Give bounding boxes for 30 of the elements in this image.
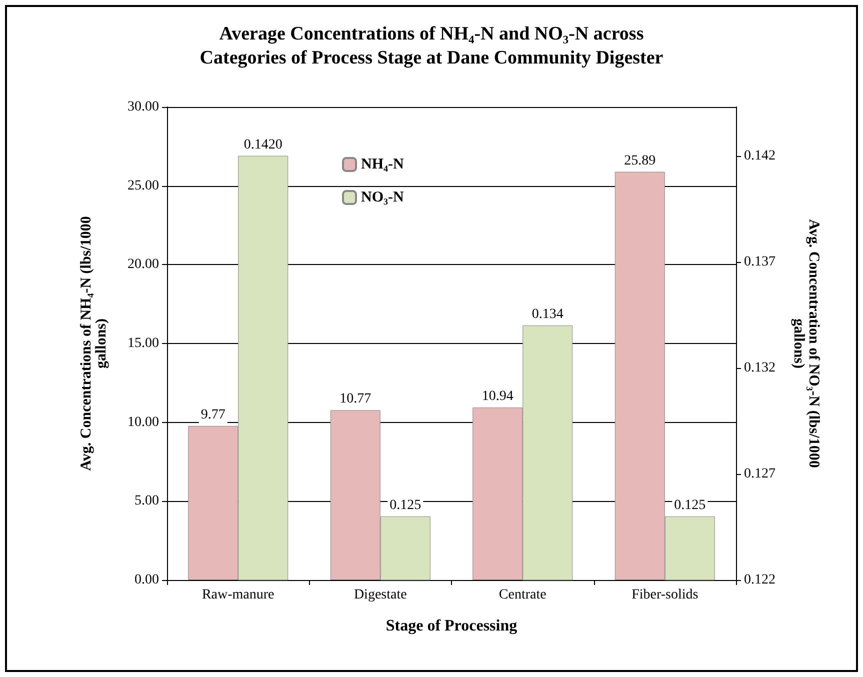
data-label: 9.77	[200, 407, 226, 422]
x-tick-label: Digestate	[354, 588, 407, 602]
y2-tick-label: 0.142	[744, 148, 776, 164]
legend-label: NH₄-N	[361, 156, 404, 172]
x-axis-title: Stage of Processing	[386, 618, 518, 634]
y2-tick-label: 0.132	[744, 360, 776, 376]
x-tick-label: Centrate	[498, 588, 546, 602]
data-label: 10.94	[482, 389, 514, 404]
data-label: 0.134	[532, 306, 564, 322]
y2-tick-label: 0.122	[744, 572, 776, 588]
y-tick-label: 15.00	[128, 336, 159, 351]
y-tick-label: 20.00	[128, 257, 159, 272]
y-tick-label: 10.00	[128, 414, 159, 430]
y2-tick-label: 0.137	[744, 254, 776, 270]
y-tick-label: 5.00	[134, 494, 159, 509]
data-label: 0.1420	[244, 137, 282, 152]
legend-label: NO₃-N	[361, 190, 404, 206]
data-label: 25.89	[624, 153, 656, 168]
x-tick-label: Fiber-solids	[632, 588, 698, 602]
chart-title: Average Concentrations of NH₄-N and NO₃-N across Categories of Process Stage at Dane Community Digester	[200, 24, 664, 68]
data-label: 0.125	[390, 498, 422, 513]
y2-tick-label: 0.127	[744, 466, 776, 482]
data-label: 0.125	[674, 498, 706, 513]
data-label: 10.77	[340, 392, 372, 407]
y-axis-title: Avg. Concentrations of NH₄-N (lbs/1000 gallons)	[78, 216, 110, 471]
y-tick-label: 30.00	[128, 100, 159, 114]
y-tick-label: 25.00	[128, 178, 159, 194]
x-tick-label: Raw-manure	[202, 588, 274, 602]
y2-axis-title: Avg. Concentration of NO₃-N (lbs/1000 gallons)	[790, 219, 822, 468]
y-tick-label: 0.00	[134, 572, 159, 588]
